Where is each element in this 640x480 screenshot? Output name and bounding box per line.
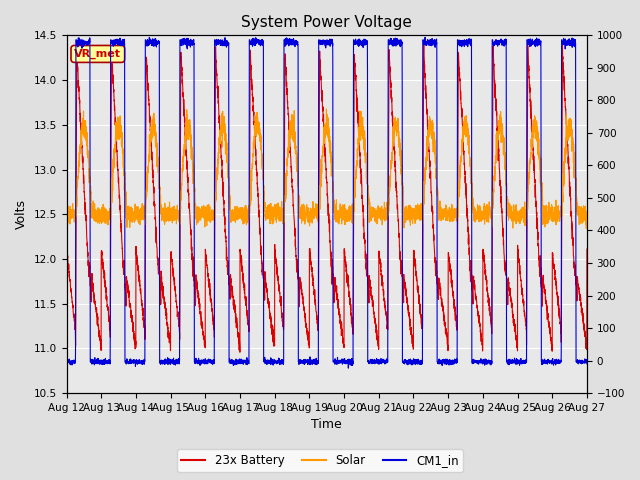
Text: VR_met: VR_met <box>74 49 122 59</box>
Legend: 23x Battery, Solar, CM1_in: 23x Battery, Solar, CM1_in <box>177 449 463 472</box>
Title: System Power Voltage: System Power Voltage <box>241 15 412 30</box>
X-axis label: Time: Time <box>311 419 342 432</box>
Y-axis label: Volts: Volts <box>15 199 28 229</box>
